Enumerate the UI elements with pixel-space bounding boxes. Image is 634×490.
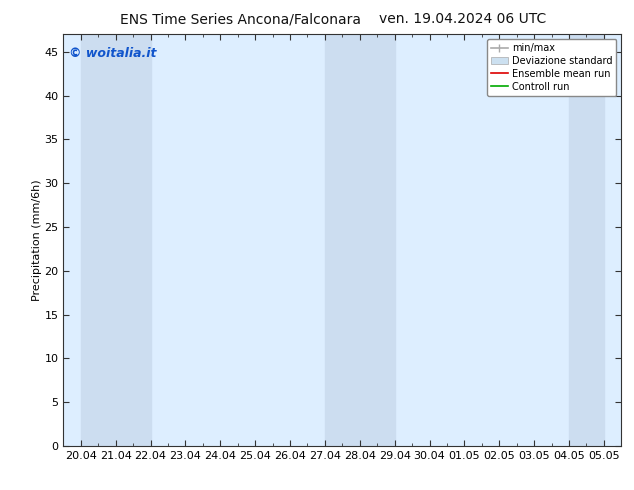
- Legend: min/max, Deviazione standard, Ensemble mean run, Controll run: min/max, Deviazione standard, Ensemble m…: [487, 39, 616, 96]
- Bar: [81, 34, 116, 446]
- Bar: [325, 34, 359, 446]
- Bar: [116, 34, 151, 446]
- Text: © woitalia.it: © woitalia.it: [69, 47, 157, 60]
- Text: ven. 19.04.2024 06 UTC: ven. 19.04.2024 06 UTC: [379, 12, 547, 26]
- Text: ENS Time Series Ancona/Falconara: ENS Time Series Ancona/Falconara: [120, 12, 361, 26]
- Bar: [569, 34, 604, 446]
- Y-axis label: Precipitation (mm/6h): Precipitation (mm/6h): [32, 179, 42, 301]
- Bar: [359, 34, 394, 446]
